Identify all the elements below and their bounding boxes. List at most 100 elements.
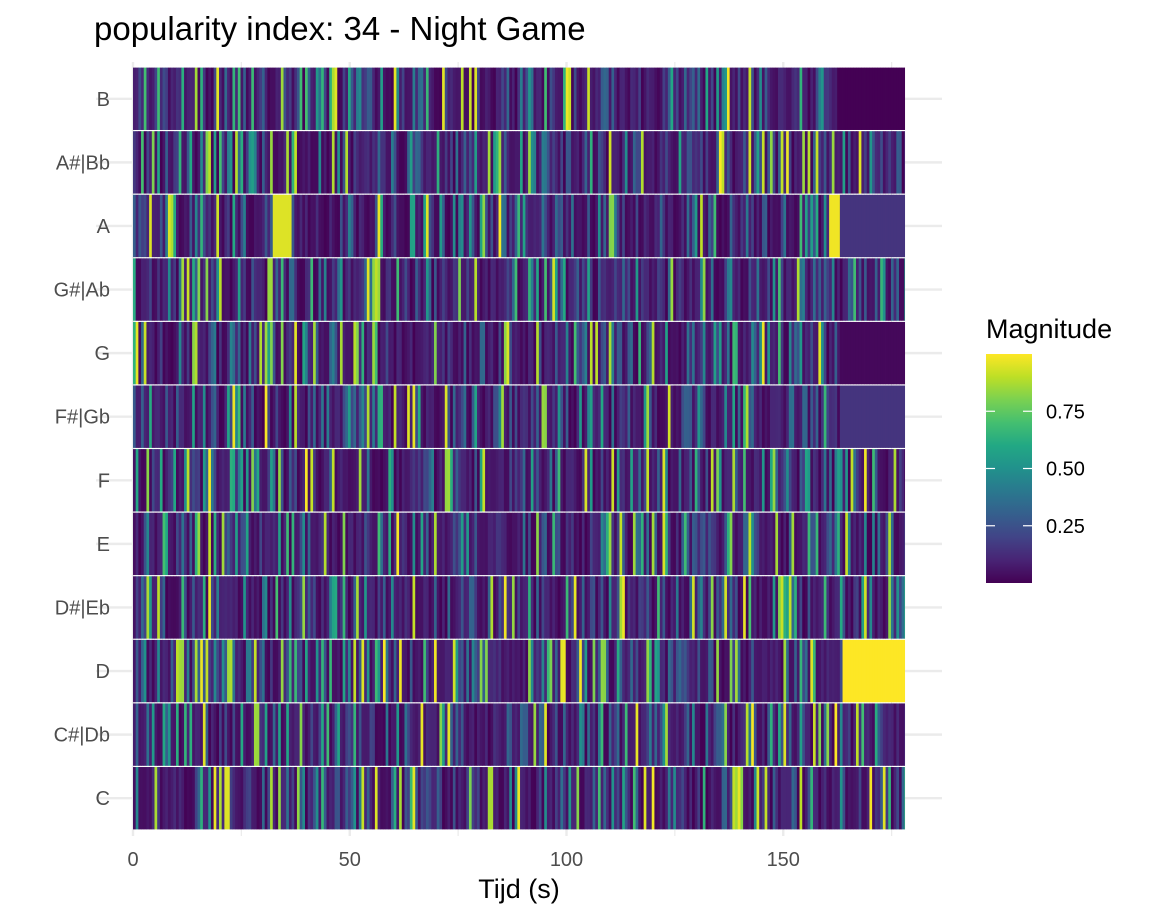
heatmap-cell bbox=[329, 512, 333, 576]
heatmap-cell bbox=[611, 703, 615, 766]
heatmap-cell bbox=[533, 576, 537, 639]
heatmap-cell bbox=[603, 385, 607, 448]
heatmap-cell bbox=[549, 512, 553, 576]
heatmap-cell bbox=[772, 512, 776, 576]
heatmap-cell bbox=[264, 703, 268, 766]
heatmap-cell bbox=[487, 385, 491, 448]
heatmap-cell bbox=[229, 576, 233, 639]
heatmap-cell bbox=[391, 131, 395, 194]
heatmap-cell bbox=[477, 767, 481, 830]
heatmap-cell bbox=[232, 449, 236, 512]
heatmap-cell bbox=[885, 131, 889, 194]
heatmap-cell bbox=[342, 194, 346, 258]
heatmap-cell bbox=[366, 703, 370, 766]
heatmap-cell bbox=[694, 131, 698, 194]
heatmap-cell bbox=[162, 385, 166, 448]
heatmap-cell bbox=[251, 385, 255, 448]
heatmap-cell bbox=[436, 449, 440, 512]
heatmap-cell bbox=[162, 194, 166, 258]
heatmap-cell bbox=[302, 385, 306, 448]
heatmap-cell bbox=[692, 767, 696, 830]
heatmap-cell bbox=[442, 449, 446, 512]
heatmap-cell bbox=[417, 639, 421, 703]
heatmap-cell bbox=[584, 767, 588, 830]
heatmap-cell bbox=[178, 576, 182, 639]
heatmap-cell bbox=[181, 767, 185, 830]
heatmap-cell bbox=[479, 321, 483, 385]
heatmap-cell bbox=[855, 767, 860, 830]
heatmap-cell bbox=[686, 576, 690, 639]
heatmap-cell bbox=[337, 576, 341, 639]
heatmap-cell bbox=[331, 703, 335, 766]
heatmap-cell bbox=[323, 449, 327, 512]
heatmap-cell bbox=[632, 767, 636, 830]
heatmap-cell bbox=[345, 321, 349, 385]
heatmap-cell bbox=[802, 767, 806, 830]
heatmap-cell bbox=[240, 703, 244, 766]
heatmap-cell bbox=[683, 576, 688, 639]
heatmap-cell bbox=[428, 321, 432, 385]
heatmap-cell bbox=[253, 194, 258, 258]
heatmap-cell bbox=[280, 512, 284, 576]
heatmap-cell bbox=[614, 703, 618, 766]
heatmap-cell bbox=[643, 449, 647, 512]
heatmap-cell bbox=[810, 321, 814, 385]
heatmap-cell bbox=[452, 512, 456, 576]
heatmap-cell bbox=[294, 194, 298, 258]
heatmap-cell bbox=[729, 576, 733, 639]
heatmap-cell bbox=[490, 512, 494, 576]
heatmap-cell bbox=[460, 67, 464, 130]
heatmap-cell bbox=[334, 67, 338, 130]
heatmap-cell bbox=[143, 703, 147, 766]
heatmap-cell bbox=[141, 194, 145, 258]
heatmap-cell bbox=[536, 258, 540, 321]
heatmap-cell bbox=[498, 385, 502, 448]
heatmap-cell bbox=[584, 512, 588, 576]
heatmap-cell bbox=[393, 131, 397, 194]
heatmap-cell bbox=[872, 703, 876, 766]
heatmap-cell bbox=[264, 67, 268, 130]
heatmap-cell bbox=[882, 131, 886, 194]
heatmap-cell bbox=[192, 767, 196, 830]
y-tick-label: F bbox=[98, 470, 110, 492]
heatmap-cell bbox=[208, 703, 212, 766]
heatmap-cell bbox=[646, 639, 650, 703]
heatmap-cell bbox=[466, 67, 470, 130]
heatmap-cell bbox=[608, 449, 612, 512]
heatmap-cell bbox=[678, 258, 682, 321]
heatmap-cell bbox=[898, 703, 903, 766]
heatmap-cell bbox=[159, 703, 163, 766]
heatmap-cell bbox=[291, 131, 295, 194]
heatmap-cell bbox=[227, 67, 231, 130]
heatmap-cell bbox=[450, 703, 454, 766]
heatmap-cell bbox=[374, 576, 378, 639]
heatmap-cell bbox=[686, 131, 690, 194]
heatmap-cell bbox=[673, 385, 677, 448]
heatmap-cell bbox=[855, 576, 860, 639]
heatmap-cell bbox=[417, 512, 421, 576]
heatmap-cell bbox=[197, 512, 201, 576]
heatmap-cell bbox=[194, 639, 198, 703]
heatmap-cell bbox=[812, 512, 817, 576]
heatmap-cell bbox=[638, 512, 642, 576]
heatmap-cell bbox=[850, 131, 854, 194]
heatmap-cell bbox=[592, 767, 596, 830]
heatmap-cell bbox=[686, 449, 690, 512]
heatmap-cell bbox=[200, 67, 204, 130]
heatmap-cell bbox=[815, 385, 819, 448]
heatmap-cell bbox=[635, 703, 639, 766]
heatmap-cell bbox=[718, 67, 723, 130]
heatmap-cell bbox=[366, 639, 370, 703]
heatmap-cell bbox=[434, 194, 438, 258]
heatmap-cell bbox=[296, 385, 301, 448]
heatmap-cell bbox=[305, 703, 309, 766]
heatmap-cell bbox=[439, 194, 443, 258]
heatmap-cell bbox=[880, 449, 884, 512]
heatmap-cell bbox=[649, 512, 653, 576]
heatmap-cell bbox=[463, 639, 467, 703]
heatmap-cell bbox=[423, 194, 427, 258]
heatmap-cell bbox=[576, 767, 580, 830]
heatmap-cell bbox=[493, 703, 497, 766]
heatmap-cell bbox=[170, 639, 174, 703]
heatmap-cell bbox=[393, 449, 397, 512]
